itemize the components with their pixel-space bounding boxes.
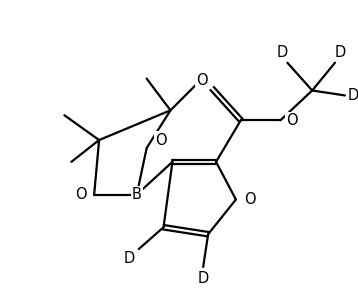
Text: B: B	[132, 187, 142, 202]
Text: D: D	[277, 45, 288, 60]
Text: O: O	[76, 187, 87, 202]
Text: O: O	[244, 192, 256, 207]
Text: D: D	[347, 88, 358, 103]
Text: D: D	[123, 251, 135, 267]
Text: O: O	[286, 113, 298, 128]
Text: D: D	[198, 271, 209, 286]
Text: O: O	[155, 133, 166, 148]
Text: D: D	[334, 45, 345, 60]
Text: O: O	[197, 73, 208, 88]
